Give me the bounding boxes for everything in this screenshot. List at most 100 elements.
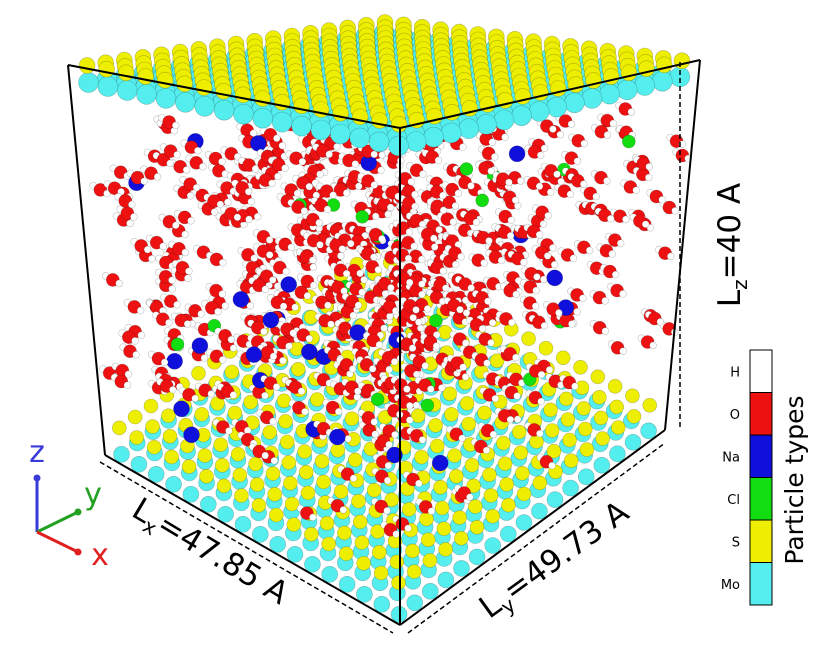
atom	[420, 398, 435, 413]
atom	[666, 252, 675, 261]
atom	[546, 269, 564, 287]
atom	[548, 461, 556, 470]
atom	[646, 223, 655, 232]
atom	[344, 411, 360, 427]
atom	[437, 384, 446, 392]
atom	[453, 560, 470, 577]
atom	[383, 476, 392, 485]
atom	[467, 284, 476, 292]
atom	[221, 302, 229, 310]
atom	[480, 259, 488, 267]
atom	[458, 118, 480, 139]
atom	[316, 241, 324, 249]
atom	[478, 324, 487, 333]
atom	[280, 276, 298, 293]
atom	[308, 256, 317, 265]
atom	[227, 405, 243, 421]
atom	[250, 254, 258, 263]
atom	[165, 318, 173, 327]
atom	[265, 251, 274, 259]
atom	[136, 306, 145, 315]
atom	[456, 305, 464, 314]
atom	[632, 186, 641, 194]
axis-arrowhead	[74, 508, 82, 516]
atom	[254, 90, 271, 107]
atom	[251, 165, 260, 173]
atom	[421, 361, 430, 370]
atom	[610, 420, 626, 435]
atom	[616, 79, 638, 101]
legend-label: S	[732, 535, 740, 550]
atom	[130, 213, 138, 221]
atom	[557, 177, 565, 186]
atom	[291, 115, 312, 137]
atom	[577, 421, 593, 437]
atom	[644, 173, 653, 182]
atom	[406, 564, 422, 579]
atom	[543, 252, 552, 260]
atom	[261, 391, 269, 400]
atom	[232, 291, 250, 308]
atom	[352, 514, 368, 530]
atom	[349, 127, 371, 149]
atom	[246, 301, 254, 310]
atom	[489, 430, 498, 439]
atom	[539, 220, 548, 228]
atom	[482, 446, 491, 455]
atom	[315, 219, 323, 227]
atom	[371, 212, 380, 221]
atom	[461, 339, 470, 347]
atom	[354, 301, 363, 310]
atom	[293, 189, 302, 198]
atom	[564, 92, 585, 114]
box-edge	[399, 59, 701, 129]
legend-swatch	[749, 562, 773, 606]
atom	[375, 340, 384, 349]
atom	[430, 243, 439, 251]
atom	[532, 286, 540, 295]
atom	[233, 103, 254, 125]
atom	[329, 123, 351, 145]
atom	[260, 327, 268, 336]
atom	[360, 275, 368, 284]
atom	[540, 321, 549, 330]
atom	[431, 454, 449, 472]
atom	[573, 157, 582, 165]
atom	[439, 206, 448, 215]
atom	[405, 543, 420, 559]
atom	[368, 365, 377, 373]
atom	[191, 337, 209, 355]
atom	[224, 364, 240, 380]
atom	[641, 220, 650, 228]
atom	[262, 425, 278, 440]
atom	[323, 301, 332, 310]
atom	[386, 446, 403, 464]
atom	[218, 157, 226, 166]
atom	[496, 435, 511, 451]
atom	[546, 96, 568, 118]
atom	[103, 189, 111, 198]
box-edge	[104, 454, 401, 626]
atom	[351, 493, 366, 509]
atom	[409, 313, 418, 322]
atom	[618, 289, 627, 298]
atom	[563, 453, 579, 469]
atom	[286, 517, 302, 532]
atom	[298, 464, 314, 480]
atom	[383, 506, 391, 515]
atom	[515, 514, 533, 531]
atom	[308, 513, 317, 522]
atom	[191, 394, 199, 403]
atom	[233, 213, 242, 222]
atom	[585, 246, 594, 255]
atom	[625, 388, 640, 404]
atom	[579, 442, 595, 457]
atom	[321, 536, 337, 552]
atom	[573, 307, 581, 316]
atom	[217, 505, 234, 523]
atom	[181, 248, 189, 257]
atom	[349, 474, 358, 483]
atom	[270, 456, 279, 465]
atom	[427, 507, 436, 515]
atom	[160, 358, 169, 367]
